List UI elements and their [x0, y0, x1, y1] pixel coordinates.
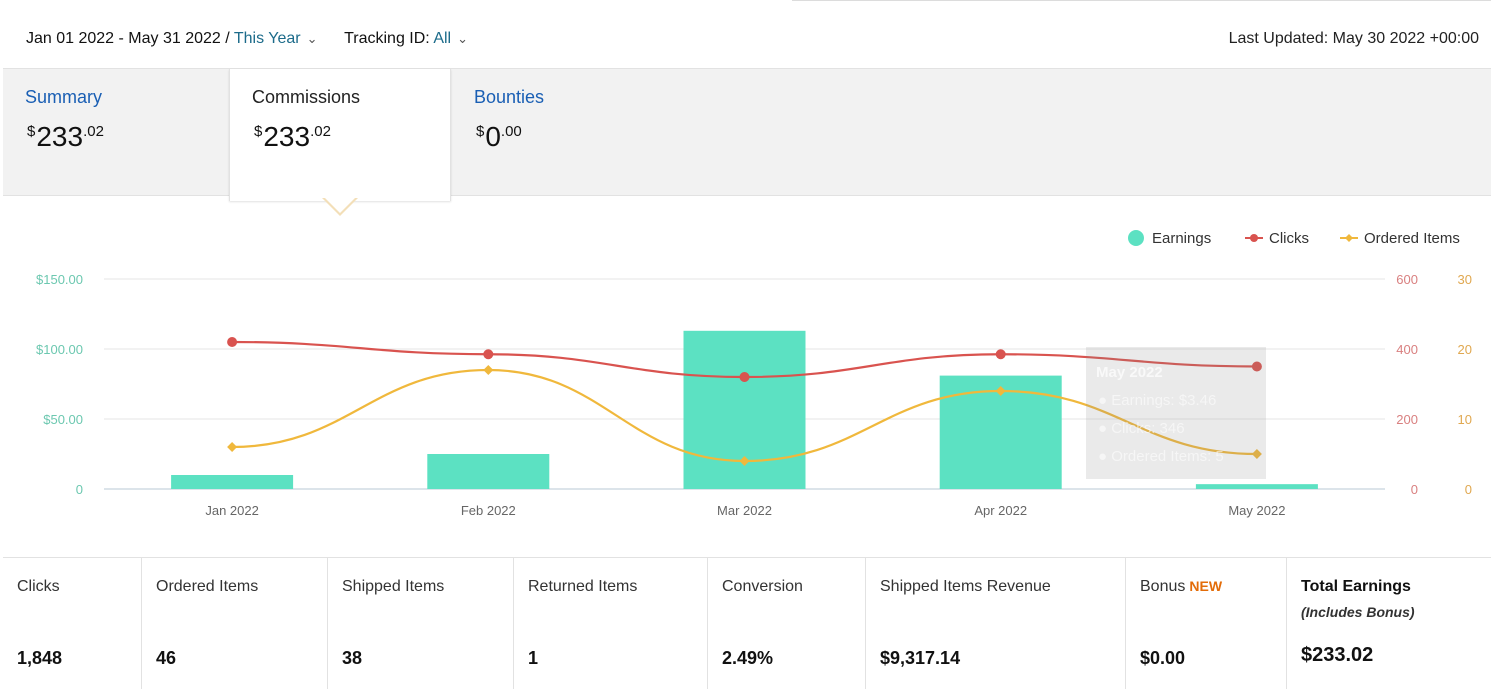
stat-value: $233.02: [1301, 644, 1374, 666]
y-tick-label-right-clicks: 200: [1396, 412, 1418, 427]
legend-marker: [1250, 234, 1258, 242]
stat-label: Shipped Items Revenue: [880, 578, 1051, 595]
y-tick-label-left: $50.00: [43, 412, 83, 427]
stat-value: $0.00: [1140, 648, 1186, 668]
point-ordered-items: [995, 386, 1006, 396]
y-tick-label-right-clicks: 600: [1396, 272, 1418, 287]
bar-earnings: [1195, 484, 1318, 489]
y-tick-label-right-items: 10: [1458, 412, 1472, 427]
period-label: This Year: [233, 30, 301, 47]
y-tick-label-left: 0: [76, 482, 83, 497]
chevron-down-icon: ⌄: [306, 31, 318, 46]
point-ordered-items: [483, 365, 494, 375]
point-ordered-items: [227, 442, 238, 452]
stat-value: 38: [342, 648, 363, 668]
legend-label: Clicks: [1269, 230, 1309, 247]
stat-label: Clicks: [17, 578, 60, 595]
x-tick-label: Mar 2022: [717, 503, 772, 518]
tab-label: Bounties: [474, 87, 545, 107]
tab-bounties[interactable]: Bounties $0.00: [452, 69, 672, 195]
date-range: Jan 01 2022 - May 31 2022 /: [26, 30, 230, 47]
tab-amount: $0.00: [476, 121, 522, 152]
legend-label: Earnings: [1152, 230, 1211, 247]
stat-total-earnings: Total Earnings (Includes Bonus) $233.02: [1287, 558, 1491, 689]
stats-row: Clicks 1,848 Ordered Items 46 Shipped It…: [3, 557, 1491, 689]
stat-shipped-items: Shipped Items 38: [328, 558, 514, 689]
stat-ordered-items: Ordered Items 46: [142, 558, 328, 689]
tab-commissions[interactable]: Commissions $233.02: [229, 69, 451, 201]
tab-summary[interactable]: Summary $233.02: [3, 69, 229, 195]
stat-sublabel: (Includes Bonus): [1301, 604, 1415, 620]
earnings-tabs: Summary $233.02 Commissions $233.02 Boun…: [3, 68, 1491, 201]
tab-label: Commissions: [252, 87, 361, 107]
header-divider: [792, 0, 1491, 1]
point-ordered-items: [1251, 449, 1262, 459]
point-clicks: [739, 372, 750, 382]
x-tick-label: Feb 2022: [461, 503, 516, 518]
stat-bonus: Bonus NEW $0.00: [1126, 558, 1287, 689]
tracking-dropdown[interactable]: All ⌄: [433, 30, 468, 47]
stat-clicks: Clicks 1,848: [3, 558, 142, 689]
tooltip-box: [1086, 347, 1266, 479]
y-tick-label-left: $150.00: [36, 272, 83, 287]
active-tab-pointer-fill: [324, 197, 356, 213]
point-ordered-items: [739, 456, 750, 466]
bar-earnings: [427, 454, 550, 489]
y-tick-label-left: $100.00: [36, 342, 83, 357]
tooltip-title: May 2022: [1096, 364, 1163, 381]
stat-value: 2.49%: [722, 648, 774, 668]
y-tick-label-right-clicks: 400: [1396, 342, 1418, 357]
report-header: Jan 01 2022 - May 31 2022 / This Year ⌄ T…: [0, 0, 1491, 70]
stat-value: 1,848: [17, 648, 63, 668]
new-badge: NEW: [1189, 578, 1223, 594]
stat-label: Shipped Items: [342, 578, 445, 595]
tab-amount: $233.02: [27, 121, 104, 152]
stat-label: Bonus NEW: [1140, 578, 1223, 595]
tooltip-line: ● Clicks: 346: [1098, 420, 1185, 437]
stat-value: $9,317.14: [880, 648, 961, 668]
chevron-down-icon: ⌄: [457, 31, 468, 46]
tracking-label: Tracking ID:: [344, 30, 430, 47]
y-tick-label-right-items: 30: [1458, 272, 1472, 287]
stat-label: Conversion: [722, 578, 803, 595]
legend-marker: [1345, 234, 1353, 242]
point-clicks: [483, 349, 494, 360]
legend-label: Ordered Items: [1364, 230, 1460, 247]
earnings-chart: 0 $50.00 $100.00 $150.00 0 200 400 600 0 10 20 30 Ja…: [36, 230, 1472, 518]
stat-returned-items: Returned Items 1: [514, 558, 708, 689]
stat-shipped-revenue: Shipped Items Revenue $9,317.14: [866, 558, 1126, 689]
stat-label: Ordered Items: [156, 578, 259, 595]
x-tick-label: Apr 2022: [974, 503, 1027, 518]
x-tick-label: May 2022: [1228, 503, 1285, 518]
stat-conversion: Conversion 2.49%: [708, 558, 866, 689]
legend-marker: [1128, 230, 1144, 246]
stat-label: Total Earnings: [1301, 578, 1411, 595]
y-tick-label-right-items: 0: [1465, 482, 1472, 497]
stat-value: 46: [156, 648, 177, 668]
y-tick-label-right-clicks: 0: [1411, 482, 1418, 497]
point-clicks: [1251, 361, 1262, 372]
last-updated: Last Updated: May 30 2022 +00:00: [1228, 30, 1479, 47]
tooltip-line: ● Ordered Items: 5: [1098, 448, 1224, 465]
x-tick-label: Jan 2022: [205, 503, 259, 518]
point-clicks: [995, 349, 1006, 360]
stat-value: 1: [528, 648, 539, 668]
tab-label: Summary: [25, 87, 103, 107]
tab-amount: $233.02: [254, 121, 331, 152]
point-clicks: [227, 337, 238, 347]
stat-label: Returned Items: [528, 578, 638, 595]
tooltip-line: ● Earnings: $3.46: [1098, 392, 1216, 409]
y-tick-label-right-items: 20: [1458, 342, 1472, 357]
period-dropdown[interactable]: This Year ⌄: [234, 30, 318, 47]
filter-bar: Jan 01 2022 - May 31 2022 / This Year ⌄ T…: [26, 30, 468, 48]
tracking-value: All: [433, 30, 452, 47]
bar-earnings: [171, 475, 294, 489]
